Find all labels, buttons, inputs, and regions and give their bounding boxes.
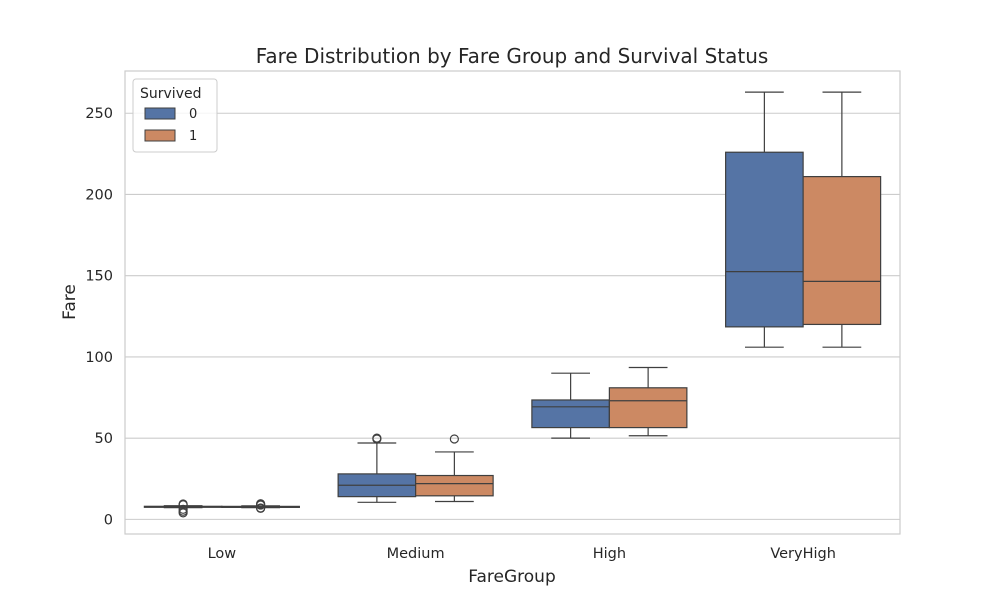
legend-title: Survived (140, 86, 201, 102)
legend-items: 01 (144, 107, 197, 144)
y-tick-label: 50 (95, 431, 113, 447)
legend-swatch (144, 107, 176, 120)
box-low-survived-0 (143, 499, 223, 518)
x-axis-ticks: Low Medium High VeryHigh (208, 546, 836, 562)
y-tick-label: 250 (85, 106, 113, 122)
x-axis-label: FareGroup (468, 567, 555, 587)
box-groups (143, 91, 882, 518)
y-tick-label: 150 (85, 269, 113, 285)
iqr-box (725, 151, 804, 328)
y-tick-label: 0 (104, 512, 113, 528)
iqr-box (608, 387, 688, 429)
x-tick-label: VeryHigh (770, 546, 836, 562)
plot-frame (124, 70, 901, 535)
y-axis-ticks: 0 50 100 150 200 250 (85, 106, 113, 528)
legend: Survived 01 (132, 78, 218, 153)
box-medium-survived-1 (415, 434, 494, 503)
x-tick-label: Low (208, 546, 237, 562)
box-high-survived-0 (531, 372, 610, 439)
outlier-point (178, 499, 188, 509)
iqr-box (531, 399, 610, 429)
y-axis-label: Fare (60, 284, 80, 320)
outlier-point (256, 503, 266, 513)
legend-swatch (144, 129, 176, 142)
legend-label: 1 (189, 129, 197, 144)
legend-item-0: 0 (144, 107, 197, 122)
box-veryhigh-survived-0 (725, 91, 804, 348)
box-medium-survived-0 (337, 433, 417, 503)
box-veryhigh-survived-1 (802, 91, 882, 348)
x-tick-label: Medium (387, 546, 445, 562)
legend-label: 0 (189, 107, 197, 122)
iqr-box (415, 474, 494, 497)
iqr-box (802, 175, 882, 326)
chart-title: Fare Distribution by Fare Group and Surv… (256, 44, 769, 68)
y-tick-label: 200 (85, 187, 113, 203)
x-tick-label: High (593, 546, 626, 562)
outlier-point (372, 433, 382, 443)
legend-item-1: 1 (144, 129, 197, 144)
outlier-point (178, 504, 188, 514)
box-high-survived-1 (608, 366, 688, 437)
y-tick-label: 100 (85, 350, 113, 366)
outlier-point (256, 499, 266, 509)
box-low-survived-1 (221, 499, 300, 513)
outlier-point (449, 434, 459, 444)
grid-lines (125, 112, 900, 520)
